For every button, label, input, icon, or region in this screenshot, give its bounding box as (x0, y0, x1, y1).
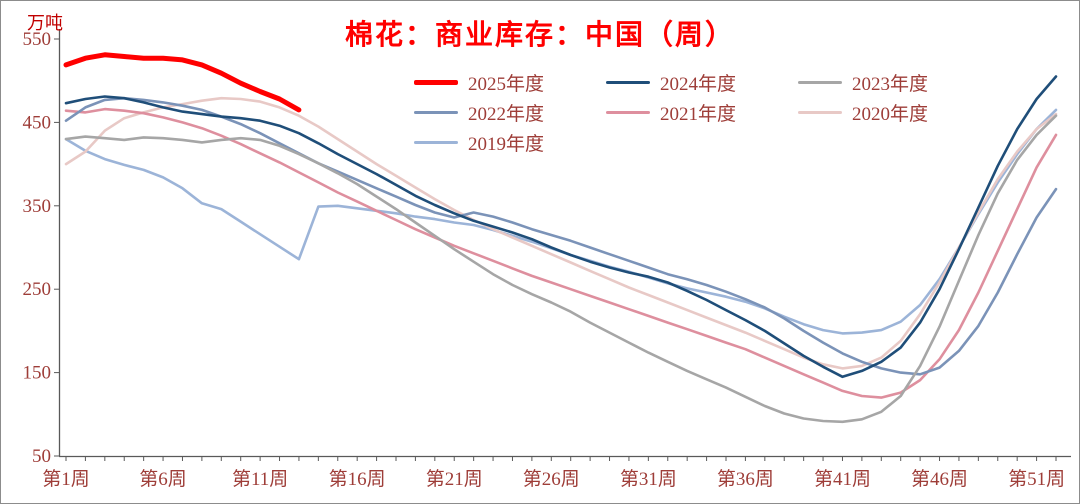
legend-label: 2025年度 (468, 73, 545, 95)
legend-item-2021: 2021年度 (606, 101, 798, 125)
x-tick-label: 第46周 (911, 468, 968, 490)
legend-label: 2024年度 (660, 73, 737, 95)
legend-color-swatch (798, 80, 842, 84)
legend-color-swatch (414, 140, 458, 144)
legend-label: 2021年度 (660, 103, 737, 125)
legend-item-2019: 2019年度 (414, 131, 606, 155)
legend-color-swatch (606, 110, 650, 114)
chart-title: 棉花：商业库存：中国（周） (344, 20, 735, 51)
legend-label: 2019年度 (468, 133, 545, 155)
series-line-2020 (64, 96, 1058, 370)
y-axis-unit-label: 万吨 (27, 13, 63, 33)
series-line-2024 (64, 75, 1058, 379)
legend-item-2023: 2023年度 (798, 71, 990, 95)
y-tick-label: 50 (32, 446, 51, 467)
legend-color-swatch (606, 80, 650, 84)
series-line-2023 (64, 114, 1058, 424)
x-tick-label: 第31周 (620, 468, 677, 490)
y-tick-label: 550 (23, 29, 52, 50)
series-line-2025 (63, 52, 302, 113)
y-tick-label: 150 (23, 363, 52, 384)
x-tick-label: 第16周 (329, 468, 386, 490)
y-tick-label: 250 (23, 279, 52, 300)
x-tick-label: 第6周 (139, 468, 187, 490)
y-tick-label: 350 (23, 196, 52, 217)
legend-label: 2023年度 (852, 73, 929, 95)
x-tick-label: 第11周 (232, 468, 288, 490)
legend: 2025年度 2024年度 2023年度 2022年度 2021年度 2020年度 2019… (414, 71, 990, 155)
x-tick-label: 第21周 (426, 468, 483, 490)
legend-color-swatch (798, 110, 842, 114)
legend-item-2022: 2022年度 (414, 101, 606, 125)
y-tick-label: 450 (23, 112, 52, 133)
x-tick-label: 第26周 (523, 468, 580, 490)
legend-color-swatch (414, 110, 458, 114)
x-tick-label: 第36周 (717, 468, 774, 490)
x-tick-label: 第51周 (1008, 468, 1065, 490)
legend-item-2025: 2025年度 (414, 71, 606, 95)
legend-color-swatch (414, 79, 458, 85)
x-tick-label: 第41周 (814, 468, 871, 490)
legend-label: 2022年度 (468, 103, 545, 125)
x-tick-label: 第1周 (42, 468, 90, 490)
legend-item-2024: 2024年度 (606, 71, 798, 95)
legend-item-2020: 2020年度 (798, 101, 990, 125)
series-line-2022 (64, 96, 1058, 376)
legend-label: 2020年度 (852, 103, 929, 125)
